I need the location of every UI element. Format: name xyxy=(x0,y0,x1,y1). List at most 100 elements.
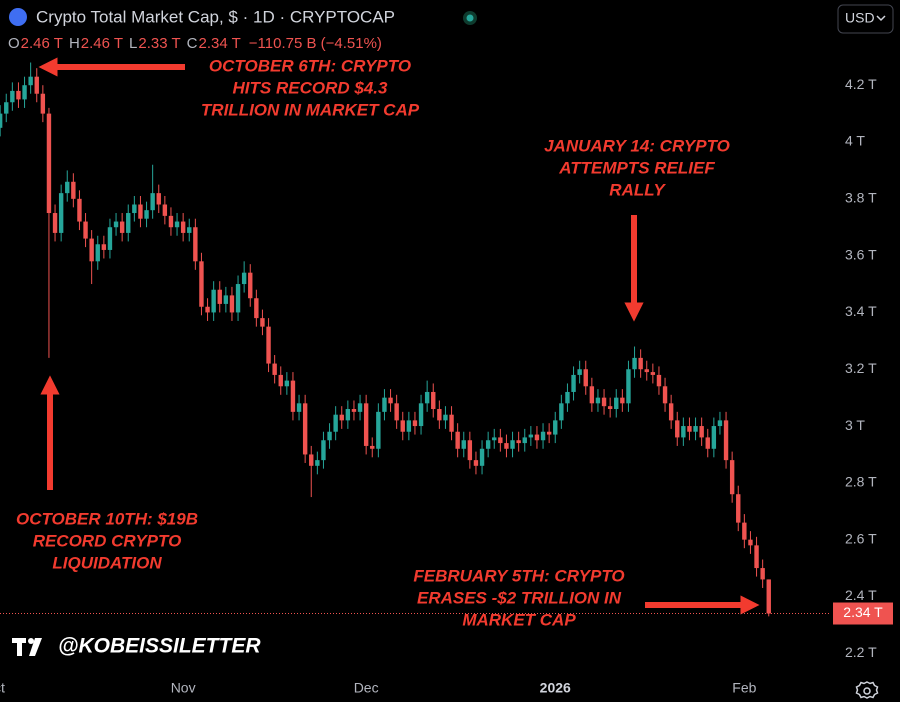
candle-body xyxy=(107,227,113,250)
candle-body xyxy=(662,386,668,404)
candle-body xyxy=(315,460,320,466)
last-price-label: 2.34 T xyxy=(843,604,883,620)
candle-body xyxy=(4,102,9,114)
candle-body xyxy=(284,380,290,387)
y-tick-label: 2.6 T xyxy=(845,530,877,546)
watermark: @KOBEISSILETTER xyxy=(58,635,261,658)
candle-body xyxy=(559,403,564,421)
annotation: LIQUIDATION xyxy=(52,553,162,572)
candle-body xyxy=(296,403,302,412)
candle-body xyxy=(144,210,149,219)
candle-body xyxy=(418,403,424,427)
candle-body xyxy=(601,397,607,407)
candle-body xyxy=(504,443,509,449)
annotation: RALLY xyxy=(609,180,666,199)
annotation: MARKET CAP xyxy=(462,610,576,629)
candle-body xyxy=(254,298,259,319)
y-tick-label: 4.2 T xyxy=(845,76,877,92)
candle-body xyxy=(766,579,771,614)
candle-body xyxy=(71,181,76,199)
candle-body xyxy=(644,369,649,373)
ohlc-value: 2.34 T xyxy=(199,35,241,52)
candle-body xyxy=(571,374,576,392)
ohlc-key: C xyxy=(187,35,198,52)
candle-body xyxy=(46,113,52,214)
candle-body xyxy=(309,454,314,466)
candle-body xyxy=(58,193,64,233)
candle-body xyxy=(437,409,442,421)
candle-body xyxy=(498,437,503,444)
currency-button[interactable] xyxy=(837,4,894,34)
candle-body xyxy=(583,369,588,387)
candle-body xyxy=(528,434,534,438)
candle-body xyxy=(760,568,765,580)
candle-body xyxy=(235,284,241,313)
candle-body xyxy=(400,420,405,432)
annotation: HITS RECORD $4.3 xyxy=(233,78,388,97)
ohlc-value: 2.46 T xyxy=(21,35,63,52)
candle-body xyxy=(431,391,436,410)
candle-body xyxy=(40,93,46,114)
candle-body xyxy=(229,295,235,313)
candle-body xyxy=(187,227,192,233)
candle-body xyxy=(650,372,656,375)
candle-body xyxy=(77,198,82,222)
currency-caret[interactable] xyxy=(876,15,886,22)
candle-body xyxy=(333,414,338,432)
status-dot-inner xyxy=(466,14,474,22)
ohlc-legend: O 2.46 T H 2.46 T L 2.33 T C 2.34 T xyxy=(8,35,241,52)
candle-body xyxy=(22,85,27,100)
candle-body xyxy=(345,409,351,421)
candle-body xyxy=(376,411,381,449)
candle-body xyxy=(607,406,613,410)
candle-body xyxy=(534,434,540,441)
candle-body xyxy=(302,403,308,455)
candle-body xyxy=(65,181,70,194)
annotation: JANUARY 14: CRYPTO xyxy=(544,136,730,155)
candle-body xyxy=(638,357,643,370)
candle-body xyxy=(241,272,247,285)
candle-body xyxy=(266,326,271,364)
candle-body xyxy=(89,238,94,262)
candle-body xyxy=(156,193,161,205)
candle-body xyxy=(510,440,515,449)
candle-body xyxy=(95,244,100,262)
candle-body xyxy=(351,409,357,412)
candle-body xyxy=(28,76,33,86)
candle-body xyxy=(626,369,631,404)
candle-body xyxy=(199,261,204,307)
y-tick-label: 3.2 T xyxy=(845,360,877,376)
x-tick-label: Feb xyxy=(732,680,756,696)
y-tick-label: 3 T xyxy=(845,417,865,433)
annotation: RECORD CRYPTO xyxy=(33,531,182,550)
candle-body xyxy=(278,374,283,387)
candle-body xyxy=(34,76,39,94)
candle-body xyxy=(589,386,595,404)
candle-body xyxy=(150,193,155,211)
settings-button[interactable] xyxy=(855,681,879,699)
candle-body xyxy=(717,420,723,427)
candle-body xyxy=(461,440,466,449)
candle-body xyxy=(126,213,131,233)
candle-body xyxy=(119,221,125,233)
y-tick-label: 2.4 T xyxy=(845,587,877,603)
candle-body xyxy=(681,426,686,438)
candle-body xyxy=(540,431,546,441)
y-tick-label: 4 T xyxy=(845,133,865,149)
candle-body xyxy=(83,221,88,239)
candle-body xyxy=(705,437,710,449)
candle-body xyxy=(248,272,253,299)
candle-body xyxy=(327,431,332,441)
candle-body xyxy=(473,460,479,466)
candle-body xyxy=(0,113,3,128)
candle-body xyxy=(339,414,344,421)
candle-body xyxy=(174,221,180,228)
candle-body xyxy=(138,204,143,219)
y-tick-label: 3.8 T xyxy=(845,190,877,206)
candle-body xyxy=(577,369,582,375)
currency-label[interactable]: USD xyxy=(845,10,875,26)
candle-body xyxy=(736,494,741,523)
candle-body xyxy=(565,391,570,404)
y-tick-label: 3.4 T xyxy=(845,303,877,319)
